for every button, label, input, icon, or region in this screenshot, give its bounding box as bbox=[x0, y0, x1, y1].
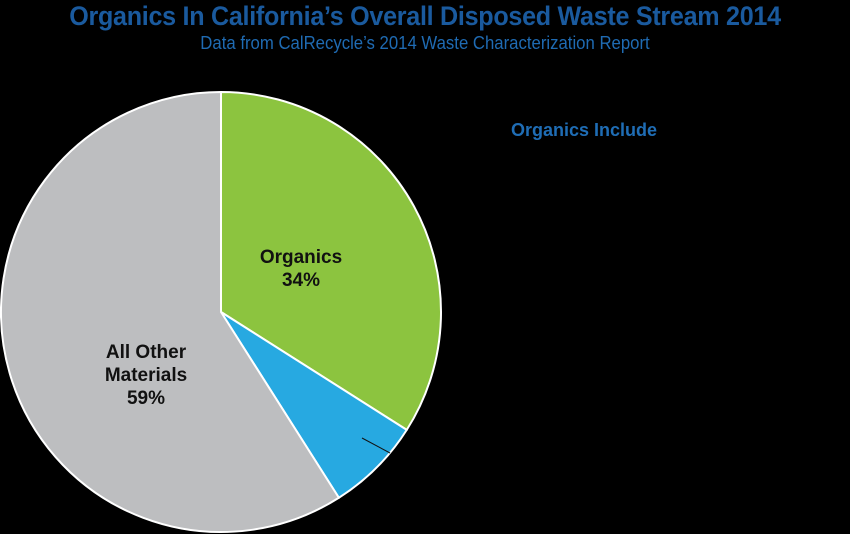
slice-label-all-other: All Other Materials 59% bbox=[76, 341, 216, 410]
chart-subtitle: Data from CalRecycle’s 2014 Waste Charac… bbox=[200, 33, 650, 53]
organics-include-heading: Organics Include bbox=[511, 120, 658, 140]
slice-name-line2: Materials bbox=[104, 365, 188, 386]
pie-slices bbox=[0, 91, 442, 533]
chart-title: Organics In California’s Overall Dispose… bbox=[69, 1, 781, 31]
slice-name: Organics bbox=[259, 247, 343, 268]
slice-percent: 59% bbox=[126, 388, 166, 409]
slice-name-line1: All Other bbox=[105, 342, 187, 363]
slice-label-organics: Organics 34% bbox=[236, 246, 366, 292]
slice-percent: 34% bbox=[281, 270, 321, 291]
leader-line bbox=[361, 437, 391, 454]
pie-slice-organics bbox=[220, 91, 442, 431]
pie-slice-all-other-materials bbox=[0, 91, 340, 533]
